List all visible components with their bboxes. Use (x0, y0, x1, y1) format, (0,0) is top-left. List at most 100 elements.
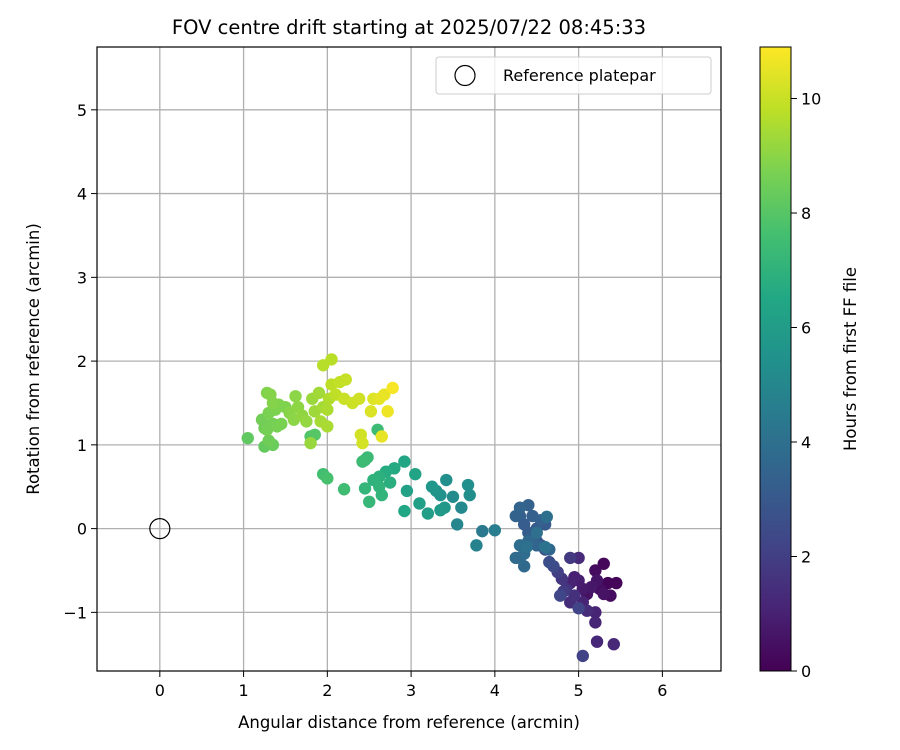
colorbar-gradient (759, 46, 792, 672)
legend-marker-open-circle (454, 64, 476, 87)
x-tick-label: 2 (322, 681, 332, 700)
y-tick-label: 3 (77, 268, 87, 287)
data-point (540, 510, 553, 524)
data-point (352, 392, 366, 405)
data-point (241, 431, 254, 445)
x-tick-label: 0 (155, 681, 165, 700)
data-point (400, 484, 414, 498)
colorbar-tick-label: 6 (801, 319, 811, 338)
y-tick-label: 5 (77, 101, 87, 120)
grid-lines (97, 47, 721, 671)
data-point (589, 564, 602, 577)
data-point (488, 524, 502, 537)
data-point (530, 526, 543, 539)
chart-title: FOV centre drift starting at 2025/07/22 … (172, 16, 646, 39)
data-point (325, 353, 338, 366)
data-point (383, 476, 397, 489)
data-point (520, 540, 533, 554)
data-point (304, 436, 317, 450)
x-tick-label: 3 (406, 681, 416, 700)
legend-label: Reference platepar (503, 66, 656, 85)
data-point (597, 587, 610, 601)
x-axis-label: Angular distance from reference (arcmin) (238, 713, 580, 732)
data-point (446, 490, 460, 503)
data-point (476, 524, 489, 538)
colorbar-tick-label: 2 (801, 548, 811, 567)
colorbar-tick-label: 0 (801, 662, 811, 681)
data-point (321, 403, 334, 416)
data-point (513, 501, 527, 514)
data-point (356, 436, 369, 450)
legend: Reference platepar (435, 56, 712, 95)
data-point (538, 540, 552, 554)
y-axis-label: Rotation from reference (arcmin) (24, 223, 43, 495)
data-point (356, 455, 369, 468)
data-point (375, 430, 388, 443)
colorbar-tick-label: 8 (801, 204, 811, 223)
data-points (241, 353, 623, 663)
data-point (275, 417, 288, 431)
data-point (363, 495, 376, 509)
data-point (321, 472, 334, 485)
y-axis-ticks: −1 0 1 2 3 4 5 (63, 101, 97, 622)
reference-point-marker (149, 518, 171, 540)
data-point (589, 616, 602, 629)
data-point (321, 420, 334, 433)
data-point (440, 473, 453, 487)
y-tick-label: 4 (77, 185, 87, 204)
data-point (398, 455, 411, 468)
data-point (461, 478, 475, 492)
x-tick-label: 6 (657, 681, 667, 700)
data-point (398, 504, 411, 518)
data-point (610, 576, 623, 590)
data-point (421, 507, 435, 520)
data-point (434, 503, 447, 517)
data-point (339, 373, 352, 386)
y-tick-label: 2 (77, 352, 87, 371)
data-point (450, 518, 464, 531)
data-point (378, 388, 391, 401)
colorbar-label: Hours from first FF file (841, 267, 860, 451)
colorbar-tick-label: 10 (801, 90, 821, 109)
data-point (413, 497, 426, 510)
colorbar-tick-label: 4 (801, 433, 811, 452)
data-point (564, 551, 577, 565)
colorbar-ticks: 0 2 4 6 8 10 (791, 90, 821, 681)
data-point (543, 555, 556, 569)
data-point (266, 396, 280, 410)
data-point (590, 635, 604, 648)
data-point (358, 482, 372, 495)
data-point (300, 415, 313, 428)
legend-box (435, 56, 712, 95)
x-tick-label: 5 (574, 681, 584, 700)
x-tick-label: 4 (490, 681, 500, 700)
colorbar: 0 2 4 6 8 10 Hours from first FF file (759, 46, 860, 681)
data-point (568, 589, 581, 602)
data-point (607, 637, 620, 651)
data-point (576, 649, 589, 663)
x-tick-label: 1 (238, 681, 248, 700)
data-point (381, 405, 394, 418)
data-point (597, 557, 610, 570)
y-tick-label: −1 (63, 603, 87, 622)
y-tick-label: 0 (77, 520, 87, 539)
data-point (364, 405, 378, 418)
data-point (337, 483, 351, 496)
data-point (425, 480, 439, 493)
data-point (386, 381, 399, 395)
data-point (262, 434, 275, 447)
data-point (455, 501, 468, 514)
data-point (463, 488, 476, 502)
data-point (289, 390, 302, 403)
x-axis-ticks: 0 1 2 3 4 5 6 (155, 671, 667, 700)
data-point (312, 386, 326, 400)
data-point (470, 539, 483, 552)
data-point (572, 601, 585, 615)
data-point (553, 589, 567, 602)
data-point (375, 488, 388, 502)
y-tick-label: 1 (77, 436, 87, 455)
reference-layer (149, 518, 171, 540)
data-point (409, 467, 422, 481)
plot-frame (96, 46, 722, 672)
